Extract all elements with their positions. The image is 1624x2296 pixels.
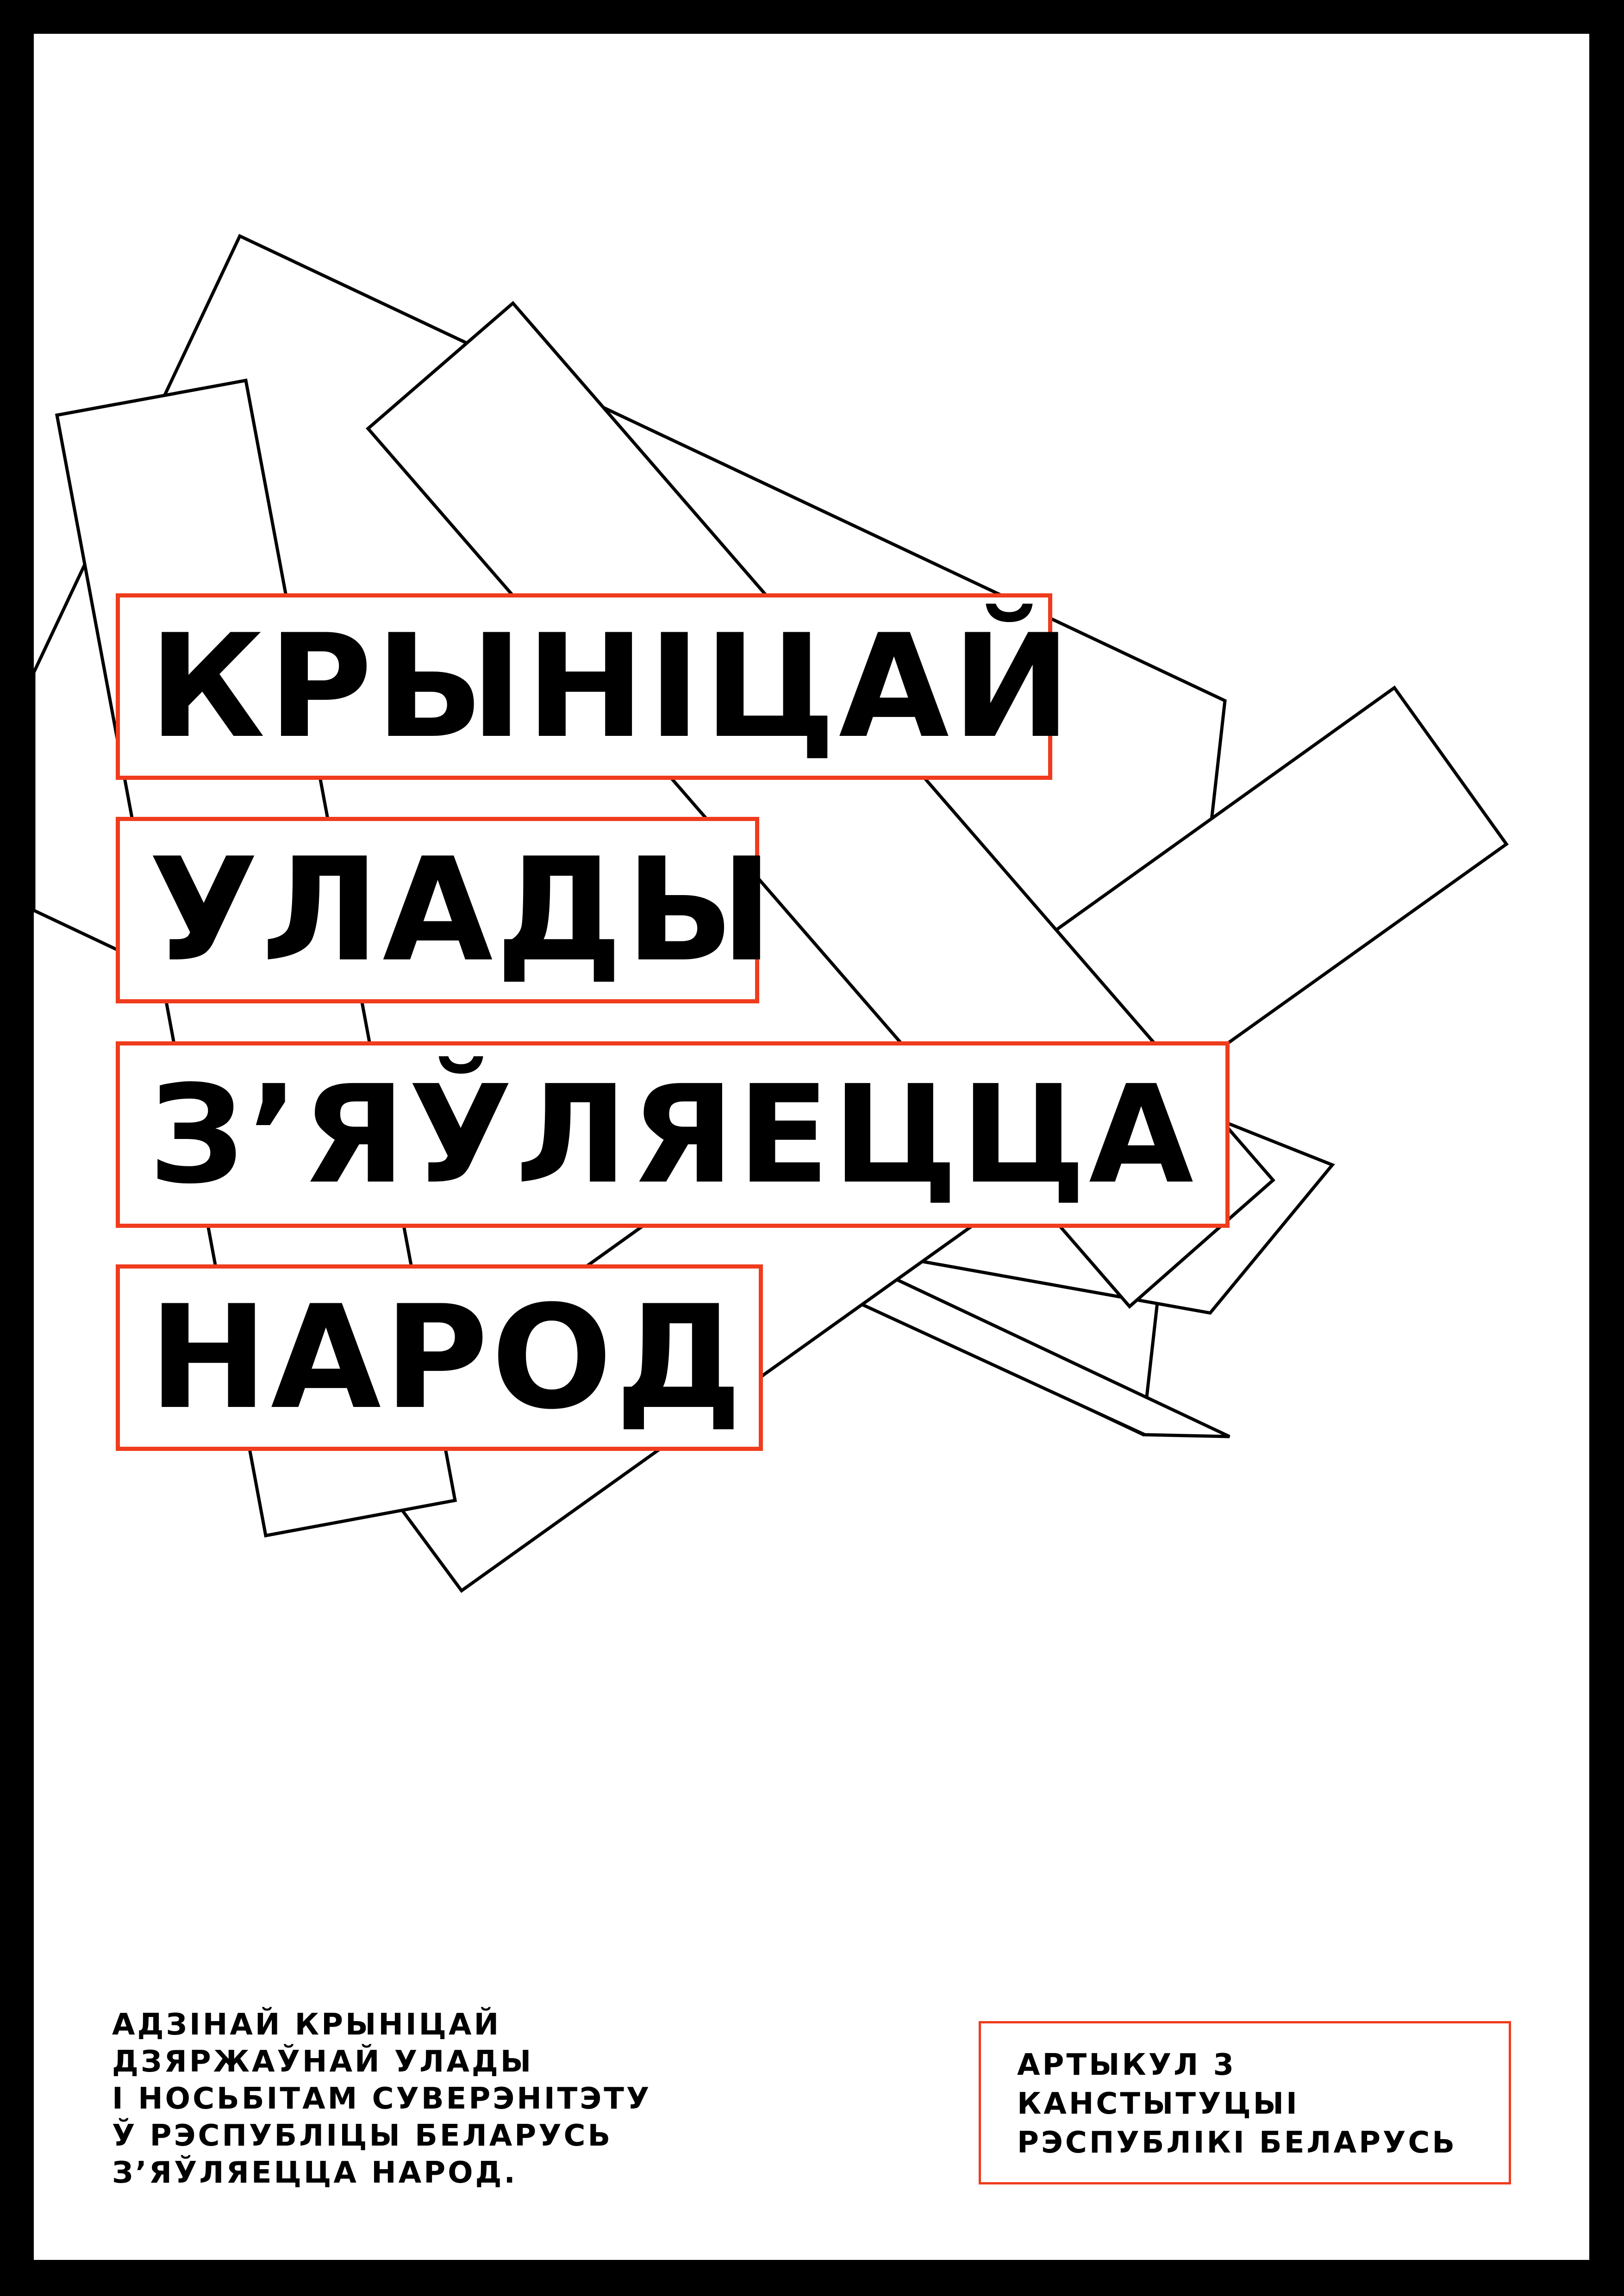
quote-line-1: АДЗІНАЙ КРЫНІЦАЙ xyxy=(112,2008,501,2042)
quote-line-5: З’ЯЎЛЯЕЦЦА НАРОД. xyxy=(112,2156,518,2190)
quote-line-2: ДЗЯРЖАЎНАЙ УЛАДЫ xyxy=(112,2045,534,2079)
constitution-quote: АДЗІНАЙ КРЫНІЦАЙ ДЗЯРЖАЎНАЙ УЛАДЫ І НОСЬ… xyxy=(112,2006,714,2191)
source-citation-box: АРТЫКУЛ 3 КАНСТЫТУЦЫІ РЭСПУБЛІКІ БЕЛАРУС… xyxy=(979,2021,1511,2184)
headline-line-1: КРЫНІЦАЙ xyxy=(116,593,1071,780)
headline-line-4-text: НАРОД xyxy=(149,1274,745,1441)
source-line-2: КАНСТЫТУЦЫІ xyxy=(1017,2087,1299,2121)
quote-line-3: І НОСЬБІТАМ СУВЕРЭНІТЭТУ xyxy=(112,2082,652,2116)
source-line-3: РЭСПУБЛІКІ БЕЛАРУСЬ xyxy=(1017,2126,1457,2160)
headline-line-1-text: КРЫНІЦАЙ xyxy=(149,603,1074,770)
headline-line-2-text: УЛАДЫ xyxy=(149,827,776,993)
headline-line-3-text: З’ЯЎЛЯЕЦЦА xyxy=(149,1056,1196,1213)
source-line-1: АРТЫКУЛ 3 xyxy=(1017,2048,1237,2082)
headline-line-3: З’ЯЎЛЯЕЦЦА xyxy=(116,1041,1230,1228)
headline-line-4: НАРОД xyxy=(116,1264,763,1451)
quote-line-4: Ў РЭСПУБЛІЦЫ БЕЛАРУСЬ xyxy=(112,2119,613,2153)
headline-line-2: УЛАДЫ xyxy=(116,817,773,1003)
